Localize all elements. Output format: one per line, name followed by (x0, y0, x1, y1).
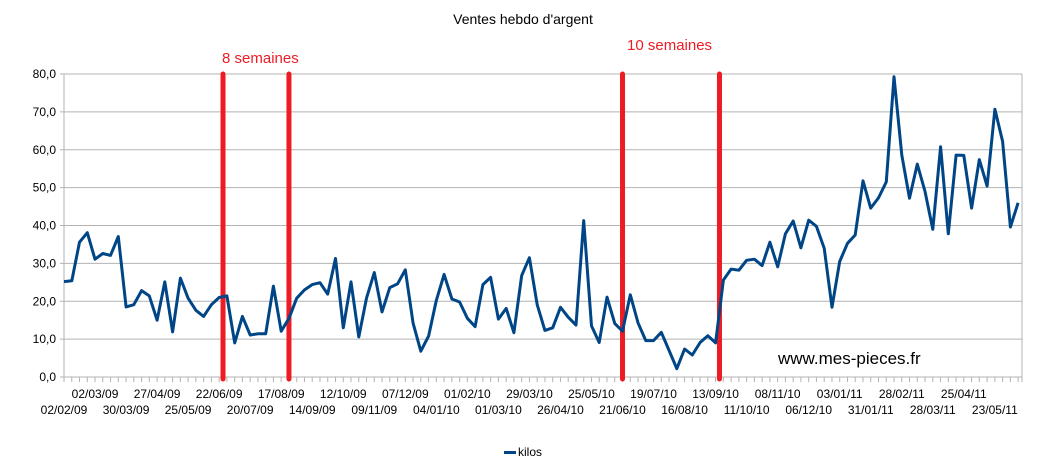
x-tick-label: 12/10/09 (320, 387, 367, 401)
x-tick-label: 31/01/11 (848, 403, 894, 417)
x-tick-label: 06/12/10 (785, 403, 832, 417)
x-tick-label: 03/01/11 (817, 387, 863, 401)
annotation-8-semaines: 8 semaines (222, 50, 299, 67)
y-tick-label: 10,0 (33, 332, 57, 346)
x-tick-label: 07/12/09 (382, 387, 429, 401)
y-tick-label: 60,0 (33, 143, 57, 157)
y-tick-label: 30,0 (33, 256, 57, 270)
x-tick-label: 28/02/11 (879, 387, 925, 401)
x-tick-label: 26/04/10 (537, 403, 584, 417)
x-tick-label: 09/11/09 (351, 403, 397, 417)
x-tick-label: 25/05/10 (568, 387, 615, 401)
y-tick-label: 70,0 (33, 105, 57, 119)
x-tick-label: 20/07/09 (227, 403, 274, 417)
x-tick-label: 29/03/10 (506, 387, 553, 401)
x-tick-label: 16/08/10 (661, 403, 708, 417)
x-tick-label: 11/10/10 (724, 403, 770, 417)
x-tick-label: 01/03/10 (475, 403, 522, 417)
kilos-series-line (63, 75, 1020, 371)
legend: kilos (0, 445, 1046, 459)
x-tick-label: 08/11/10 (755, 387, 801, 401)
x-tick-label: 17/08/09 (258, 387, 305, 401)
y-tick-label: 80,0 (33, 67, 57, 81)
x-tick-label: 13/09/10 (692, 387, 739, 401)
x-tick-label: 21/06/10 (599, 403, 646, 417)
legend-line-icon (503, 451, 516, 455)
x-tick-label: 23/05/11 (972, 403, 1018, 417)
y-tick-label: 0,0 (39, 370, 56, 384)
x-tick-label: 04/01/10 (413, 403, 460, 417)
x-tick-label: 27/04/09 (134, 387, 181, 401)
y-tick-label: 50,0 (33, 181, 57, 195)
legend-label: kilos (517, 445, 542, 459)
annotation-10-semaines: 10 semaines (627, 37, 712, 54)
y-tick-label: 40,0 (33, 219, 57, 233)
x-tick-label: 01/02/10 (444, 387, 491, 401)
y-tick-label: 20,0 (33, 294, 57, 308)
x-axis: 02/02/09 30/03/09 25/05/09 20/07/09 14/09/09… (41, 377, 1019, 417)
x-tick-label: 25/05/09 (165, 403, 212, 417)
chart-title: Ventes hebdo d'argent (453, 11, 593, 27)
y-axis: 0,0 10,0 20,0 30,0 40,0 50,0 60,0 70,0 80,0 (33, 67, 57, 384)
x-tick-label: 02/03/09 (72, 387, 119, 401)
period-marker-lines (220, 71, 722, 382)
gridlines (60, 73, 1023, 382)
watermark-text: www.mes-pieces.fr (777, 349, 921, 368)
x-tick-label: 22/06/09 (196, 387, 243, 401)
x-tick-label: 28/03/11 (910, 403, 956, 417)
x-tick-label: 02/02/09 (41, 403, 88, 417)
x-tick-label: 30/03/09 (103, 403, 150, 417)
x-tick-label: 25/04/11 (941, 387, 987, 401)
x-tick-label: 19/07/10 (630, 387, 677, 401)
x-tick-label: 14/09/09 (289, 403, 336, 417)
